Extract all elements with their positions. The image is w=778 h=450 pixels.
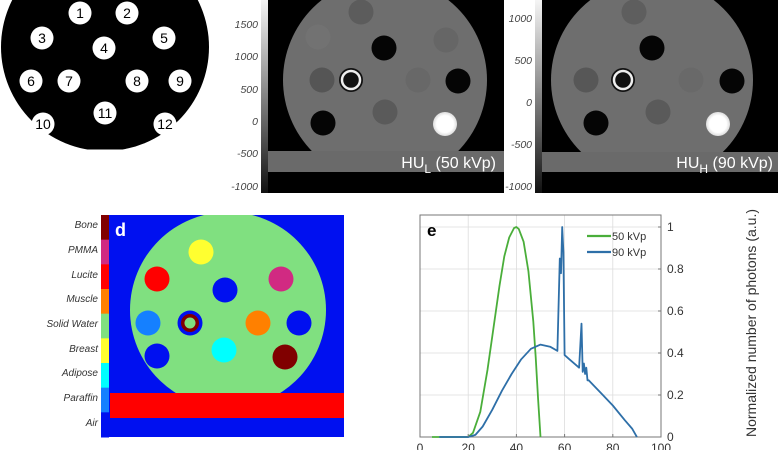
y-tick-label: 0 xyxy=(667,430,674,444)
tick-label: -1000 xyxy=(505,181,532,193)
x-tick-label: 40 xyxy=(510,441,524,450)
y-tick-label: 0.2 xyxy=(667,388,684,402)
insert-number: 12 xyxy=(157,116,173,132)
insert-number: 11 xyxy=(98,105,113,121)
insert-marker-10: 10 xyxy=(31,112,55,136)
panel-c-ct-image: HUH (90 kVp) xyxy=(535,0,778,193)
colorbar-swatch-adipose xyxy=(101,363,109,389)
hu-l-label: HUL (50 kVp) xyxy=(401,155,496,176)
tick-label: 1000 xyxy=(234,51,258,63)
x-tick-label: 60 xyxy=(558,441,572,450)
insert-number: 7 xyxy=(65,73,73,89)
colorbar-swatch-pmma xyxy=(101,239,109,265)
panel-b-colorbar-ticks: 1500 1000 500 0 -500 -1000 xyxy=(218,0,262,200)
tick-label: 500 xyxy=(514,55,532,67)
colorbar-swatch-breast xyxy=(101,338,109,364)
phantom-body xyxy=(551,0,753,181)
series-line-90-kvp xyxy=(439,226,638,438)
material-label: Muscle xyxy=(66,294,98,306)
y-tick-label: 1 xyxy=(667,220,674,234)
insert-marker-4: 4 xyxy=(92,36,116,60)
legend-90kvp: 90 kVp xyxy=(612,247,646,259)
tick-label: -500 xyxy=(236,148,258,160)
insert-number: 3 xyxy=(38,30,46,46)
hu-h-label: HUH (90 kVp) xyxy=(676,155,773,176)
x-tick-label: 80 xyxy=(606,441,620,450)
grayscale-colorbar xyxy=(261,0,268,193)
panel-letter-d: d xyxy=(115,220,126,240)
material-label: Breast xyxy=(69,343,98,355)
x-tick-label: 0 xyxy=(417,441,424,450)
chart-legend: 50 kVp 90 kVp xyxy=(587,231,646,259)
colorbar-swatch-solid-water xyxy=(101,313,109,339)
insert-marker-12: 12 xyxy=(153,112,177,136)
tick-label: 1000 xyxy=(508,13,532,25)
couch xyxy=(268,151,504,172)
insert-marker-1: 1 xyxy=(68,1,92,25)
insert-number: 5 xyxy=(160,30,168,46)
colorbar-swatch-bone xyxy=(101,215,109,241)
y-tick-label: 0.8 xyxy=(667,262,684,276)
material-label: Solid Water xyxy=(46,319,98,330)
material-label: Air xyxy=(85,417,98,429)
insert-marker-7: 7 xyxy=(57,69,81,93)
material-label: Bone xyxy=(74,220,98,232)
insert-number: 9 xyxy=(176,73,184,89)
insert-marker-11: 11 xyxy=(93,101,117,125)
y-tick-label: 0.4 xyxy=(667,346,684,360)
tick-label: -500 xyxy=(510,139,532,151)
insert-marker-5: 5 xyxy=(152,26,176,50)
insert-marker-3: 3 xyxy=(30,26,54,50)
panel-letter-e: e xyxy=(427,221,436,240)
tick-label: 0 xyxy=(526,97,532,109)
insert-number: 2 xyxy=(123,5,131,21)
insert-marker-2: 2 xyxy=(115,1,139,25)
y-axis-label: Normalized number of photons (a.u.) xyxy=(743,209,759,437)
couch-paraffin xyxy=(110,393,344,418)
couch xyxy=(542,152,778,172)
tick-label: -1000 xyxy=(231,181,258,193)
colorbar-swatch-paraffin xyxy=(101,387,109,413)
insert-number: 1 xyxy=(76,5,84,21)
insert-number: 8 xyxy=(133,73,141,89)
material-label: Paraffin xyxy=(63,393,98,404)
grayscale-colorbar xyxy=(535,0,542,193)
tick-label: 500 xyxy=(240,84,258,96)
colorbar-swatch-air xyxy=(101,412,109,438)
material-label: PMMA xyxy=(68,245,98,256)
panel-b-ct-image: HUL (50 kVp) xyxy=(261,0,504,193)
x-tick-label: 100 xyxy=(651,441,671,450)
colorbar-swatch-lucite xyxy=(101,264,109,290)
material-label: Lucite xyxy=(71,269,98,281)
tick-label: 1500 xyxy=(234,19,258,31)
tick-label: 0 xyxy=(252,116,258,128)
insert-marker-9: 9 xyxy=(168,69,192,93)
y-tick-label: 0.6 xyxy=(667,304,684,318)
panel-c-colorbar-ticks: 1000 500 0 -500 -1000 xyxy=(494,0,536,200)
material-label: Adipose xyxy=(61,368,98,380)
colorbar-swatch-muscle xyxy=(101,289,109,315)
series-line-50-kvp xyxy=(432,226,542,438)
insert-marker-6: 6 xyxy=(19,69,43,93)
insert-number: 6 xyxy=(27,73,35,89)
insert-marker-8: 8 xyxy=(125,69,149,93)
material-legend-labels: Bone PMMA Lucite Muscle Solid Water Breast Adi… xyxy=(0,215,98,437)
panel-d-material-map: d xyxy=(101,215,344,438)
x-tick-label: 20 xyxy=(462,441,476,450)
insert-number: 10 xyxy=(35,116,51,132)
insert-number: 4 xyxy=(100,40,108,56)
legend-50kvp: 50 kVp xyxy=(612,231,646,243)
